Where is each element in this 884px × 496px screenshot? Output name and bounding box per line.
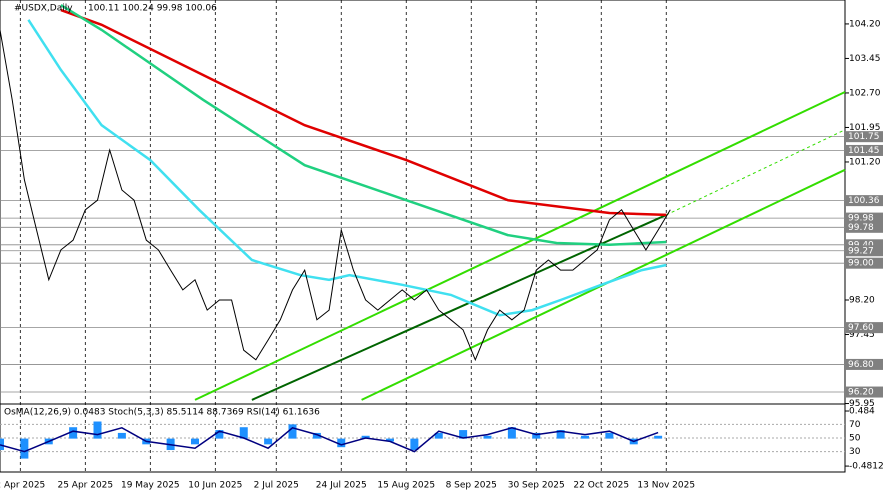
indicator-label: OsMA(12,26,9) 0.0483 Stoch(5,3,3) 85.511…	[4, 408, 320, 418]
ohlc: 100.11 100.24 99.98 100.06	[88, 4, 217, 14]
osma-bar	[483, 435, 492, 439]
x-tick-label: 2 Jul 2025	[254, 481, 299, 491]
y-tick-label: 102.70	[849, 88, 881, 98]
x-tick-label: 15 Aug 2025	[377, 481, 435, 491]
y-tick-label: 101.95	[849, 123, 881, 133]
level-label: 99.78	[848, 223, 874, 233]
level-box	[846, 358, 883, 370]
x-tick-label: 24 Jul 2025	[316, 481, 367, 491]
level-label: 101.45	[848, 146, 880, 156]
osma-bar	[264, 438, 273, 445]
y-tick-label: 98.20	[849, 296, 875, 306]
level-label: 96.80	[848, 360, 874, 370]
rsi-tick-label: 70	[849, 420, 861, 430]
osma-bar	[312, 432, 321, 439]
osma-bar	[239, 427, 248, 439]
y-tick-label: 103.45	[849, 54, 881, 64]
x-tick-label: 8 Sep 2025	[446, 481, 497, 491]
trend-line	[194, 91, 846, 401]
osma-bar	[459, 430, 468, 439]
trend-line	[251, 213, 667, 401]
level-box	[846, 212, 883, 224]
level-box	[846, 245, 883, 257]
y-tick-label: 97.45	[849, 330, 875, 340]
level-box	[846, 386, 883, 398]
osma-tick-label: 0.484	[849, 407, 875, 417]
level-box	[846, 239, 883, 251]
osma-tick-label: -0.4812	[849, 462, 884, 472]
level-label: 100.36	[848, 196, 880, 206]
osma-bar	[434, 432, 443, 439]
x-tick-label: 30 Sep 2025	[508, 481, 565, 491]
osma-bar	[93, 421, 102, 439]
trend-line	[666, 129, 846, 216]
x-tick-label: 25 Apr 2025	[57, 481, 113, 491]
rsi-line	[0, 426, 659, 453]
osma-bar	[532, 432, 541, 439]
level-box	[846, 195, 883, 207]
x-tick-label: 2 Apr 2025	[0, 481, 45, 491]
osma-bar	[191, 438, 199, 445]
y-tick-label: 95.95	[849, 399, 875, 409]
x-tick-label: 10 Jun 2025	[188, 481, 242, 491]
osma-bar	[117, 432, 126, 439]
x-tick-label: 22 Oct 2025	[573, 481, 629, 491]
osma-bar	[288, 424, 297, 439]
level-label: 101.75	[848, 132, 880, 142]
x-tick-label: 19 May 2025	[121, 481, 180, 491]
series-line	[60, 4, 667, 247]
osma-bar	[215, 430, 224, 439]
level-box	[846, 322, 883, 334]
osma-bar	[337, 438, 346, 448]
series-line	[27, 19, 667, 317]
level-box	[846, 144, 883, 156]
chart-title: #USDX,Daily	[14, 4, 73, 14]
rsi-tick-label: 30	[849, 447, 861, 457]
rsi-tick-label: 50	[849, 434, 861, 444]
osma-bar	[556, 430, 565, 439]
level-label: 96.20	[848, 388, 874, 398]
level-box	[846, 257, 883, 269]
x-tick-label: 13 Nov 2025	[637, 481, 695, 491]
osma-bar	[605, 432, 614, 439]
osma-bar	[0, 438, 4, 451]
y-tick-label: 101.20	[849, 157, 881, 167]
level-label: 99.00	[848, 259, 874, 269]
series-line	[0, 29, 671, 362]
series-line	[60, 8, 667, 217]
osma-bar	[654, 435, 663, 439]
osma-bar	[581, 435, 589, 439]
price-panel	[0, 0, 846, 405]
osma-bar	[69, 427, 78, 439]
level-box	[846, 131, 883, 143]
osma-bar	[507, 427, 516, 439]
osma-bar	[410, 438, 419, 451]
level-label: 97.60	[848, 323, 874, 333]
osma-bar	[361, 435, 370, 439]
level-label: 99.98	[848, 214, 874, 224]
osma-bar	[20, 438, 29, 459]
level-box	[846, 221, 883, 233]
level-label: 99.27	[848, 246, 874, 256]
osma-bar	[386, 438, 394, 442]
y-tick-label: 104.20	[849, 19, 881, 29]
